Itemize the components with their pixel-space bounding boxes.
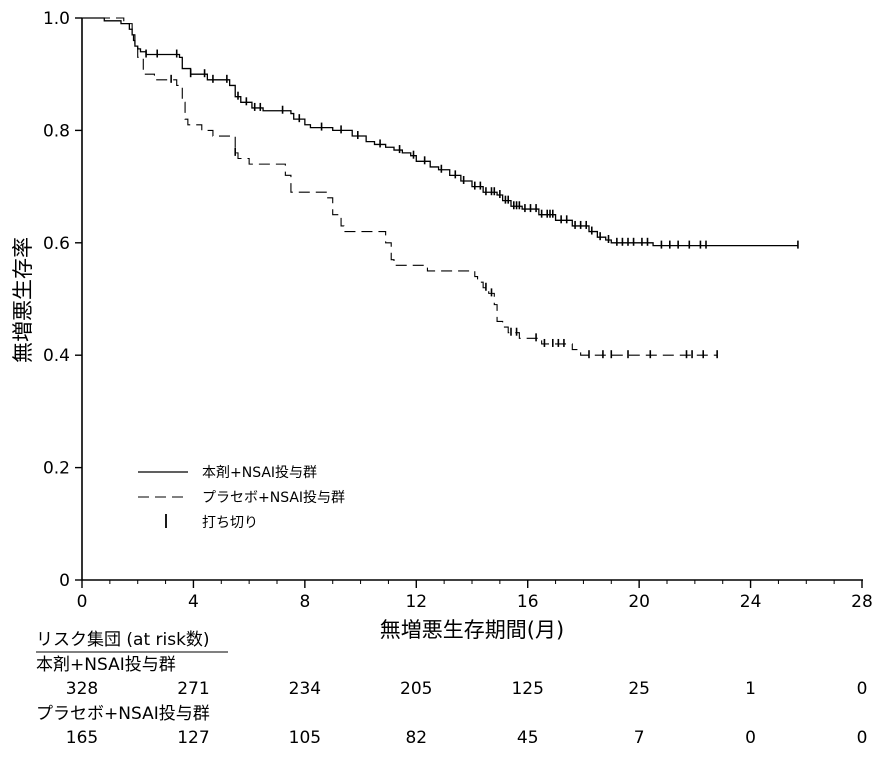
risk-value: 165 [66,728,98,748]
risk-value: 1 [745,679,756,699]
x-tick-label: 0 [77,592,88,612]
x-tick-label: 12 [405,592,427,612]
x-tick-label: 28 [851,592,873,612]
y-tick-label: 1.0 [43,9,70,29]
x-minor-ticks [109,580,835,584]
legend: 本剤+NSAI投与群 プラセボ+NSAI投与群 打ち切り [138,465,345,531]
axes [81,18,863,581]
legend-label-treatment: 本剤+NSAI投与群 [202,465,317,481]
x-ticks: 0 4 8 12 16 20 24 28 [77,580,873,612]
risk-value: 0 [857,679,868,699]
risk-value: 125 [511,679,543,699]
risk-value: 82 [405,728,427,748]
risk-values: 328 271 234 205 125 25 1 0 165 127 105 82 45 7 0 0 [66,679,868,748]
risk-value: 271 [177,679,209,699]
risk-value: 127 [177,728,209,748]
y-tick-label: 0.4 [43,346,70,366]
series-solid-curve [82,17,798,247]
risk-group-label-placebo: プラセボ+NSAI投与群 [36,704,210,724]
series-dashed-curve [82,17,718,356]
risk-value: 328 [66,679,98,699]
risk-value: 205 [400,679,432,699]
risk-value: 234 [289,679,321,699]
x-tick-label: 24 [740,592,762,612]
y-tick-label: 0.2 [43,459,70,479]
risk-value: 25 [628,679,650,699]
y-tick-label: 0.8 [43,121,70,141]
risk-value: 45 [517,728,539,748]
x-axis-title: 無増悪生存期間(月) [380,618,564,642]
y-ticks: 0 0.2 0.4 0.6 0.8 1.0 [43,9,82,591]
x-tick-label: 8 [299,592,310,612]
x-tick-label: 16 [517,592,539,612]
x-tick-label: 20 [628,592,650,612]
risk-value: 0 [857,728,868,748]
risk-group-label-treatment: 本剤+NSAI投与群 [36,655,176,675]
risk-value: 0 [745,728,756,748]
risk-value: 7 [634,728,645,748]
y-axis-title: 無増悪生存率 [11,237,35,363]
risk-value: 105 [289,728,321,748]
legend-label-censor: 打ち切り [202,514,258,531]
y-tick-label: 0 [59,571,70,591]
x-tick-label: 4 [188,592,199,612]
series-layer [82,17,799,359]
legend-label-placebo: プラセボ+NSAI投与群 [202,490,345,506]
risk-table: リスク集団 (at risk数) 本剤+NSAI投与群 プラセボ+NSAI投与群… [36,630,867,748]
y-tick-label: 0.6 [43,234,70,254]
risk-table-header: リスク集団 (at risk数) [36,630,210,650]
